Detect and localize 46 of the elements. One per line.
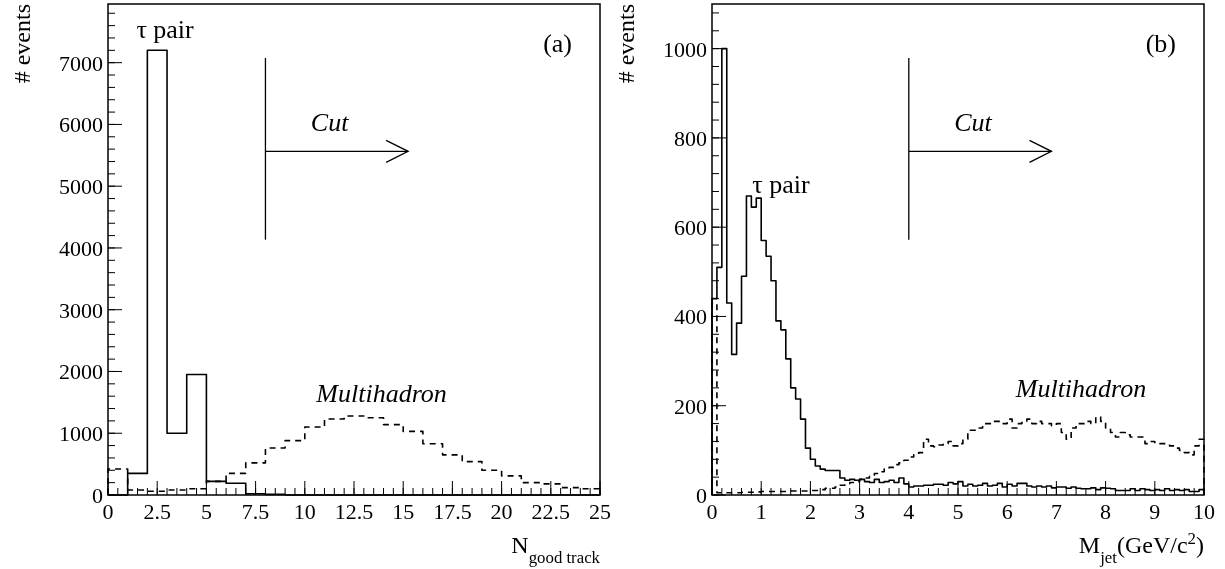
x-tick-label: 1 [755, 499, 767, 524]
x-tick-label: 25 [589, 499, 611, 524]
y-tick-label: 4000 [59, 235, 103, 261]
x-tick-label: 17.5 [433, 499, 472, 524]
y-tick-label: 0 [696, 483, 707, 508]
y-tick-label: 600 [674, 215, 707, 241]
x-tick-label: 5 [952, 499, 964, 524]
x-axis-title: M$_{jet}$(GeV/c$^{2}$) [1078, 528, 1204, 567]
y-axis-title: # events [9, 4, 35, 84]
y-tick-label: 1000 [663, 36, 707, 62]
x-tick-label: 10 [1193, 499, 1215, 524]
series-label: Multihadron [1014, 373, 1147, 403]
x-tick-label: 15 [392, 499, 415, 524]
x-tick-label: 3 [854, 499, 866, 524]
x-tick-label: 7 [1050, 499, 1062, 524]
series-label: Multihadron [315, 378, 447, 408]
y-tick-label: 1000 [59, 421, 103, 447]
series-label: τ pair [136, 15, 195, 45]
x-axis-title: N$_{good track}$ [511, 532, 601, 567]
y-tick-label: 7000 [59, 50, 103, 76]
y-tick-label: 400 [674, 304, 707, 330]
x-tick-label: 10 [293, 499, 316, 524]
y-tick-label: 0 [92, 483, 103, 508]
ref-line-label: Cut [310, 108, 350, 138]
x-tick-label: 22.5 [531, 499, 571, 524]
x-tick-label: 9 [1149, 499, 1161, 524]
y-tick-label: 5000 [59, 174, 103, 200]
annotation: (b) [1145, 29, 1176, 58]
y-tick-label: 3000 [59, 297, 103, 323]
x-tick-label: 12.5 [334, 499, 374, 524]
x-tick-label: 6 [1001, 499, 1013, 524]
x-tick-label: 2.5 [143, 499, 171, 524]
y-tick-label: 2000 [59, 359, 103, 385]
x-tick-label: 2 [804, 499, 816, 524]
y-axis-title: # events [613, 4, 639, 84]
y-tick-label: 800 [674, 125, 707, 151]
y-tick-label: 200 [674, 393, 707, 419]
ref-line-label: Cut [954, 108, 993, 138]
x-tick-label: 5 [200, 499, 212, 524]
x-tick-label: 4 [903, 499, 915, 524]
x-tick-label: 20 [490, 499, 513, 524]
x-tick-label: 7.5 [241, 499, 270, 524]
series-label: τ pair [752, 170, 810, 200]
y-tick-label: 6000 [59, 112, 103, 138]
annotation: (a) [543, 29, 572, 58]
x-tick-label: 8 [1100, 499, 1112, 524]
